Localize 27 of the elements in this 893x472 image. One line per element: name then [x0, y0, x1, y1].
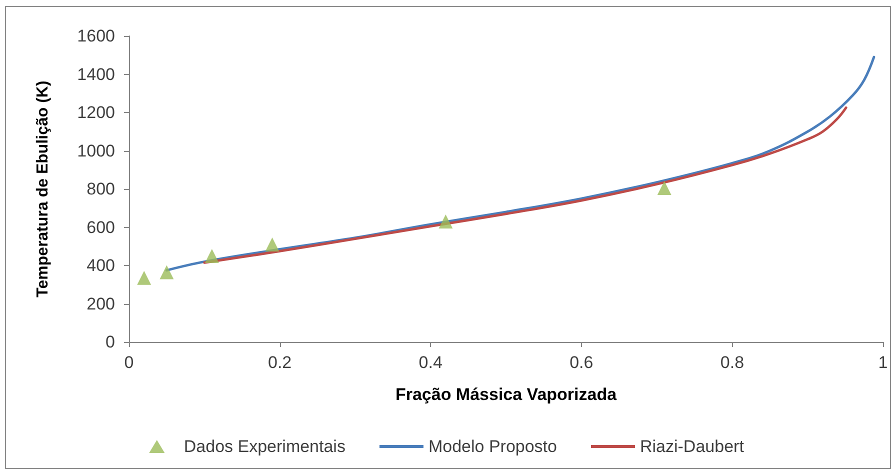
- line-series: [203, 106, 848, 264]
- y-tick-label: 200: [86, 294, 115, 314]
- y-tick-label: 1400: [77, 64, 115, 84]
- x-tick-label: 0.4: [418, 353, 442, 372]
- x-axis-title: Fração Mássica Vaporizada: [395, 385, 618, 404]
- y-tick-label: 400: [86, 256, 115, 275]
- x-tick-label: 0.8: [720, 353, 744, 372]
- y-axis-title: Temperatura de Ebulição (K): [34, 80, 52, 298]
- point: [204, 248, 219, 263]
- y-tick-label: 1000: [77, 141, 115, 160]
- legend-label: Modelo Proposto: [428, 437, 557, 456]
- y-tick-label: 800: [86, 180, 115, 198]
- point: [137, 270, 152, 285]
- point: [160, 265, 174, 280]
- point: [438, 214, 453, 229]
- y-tick-label: 0: [106, 332, 115, 352]
- point: [657, 181, 672, 196]
- y-tick-label: 1600: [77, 26, 115, 46]
- y-tick-label: 1200: [77, 103, 115, 122]
- x-tick-label: 0: [124, 353, 134, 372]
- y-tick-label: 600: [86, 218, 115, 237]
- legend-label: Dados Experimentais: [184, 437, 346, 456]
- x-tick-label: 0.2: [268, 353, 292, 372]
- point: [265, 237, 280, 252]
- x-tick-label: 0.6: [570, 353, 594, 372]
- x-tick-label: 1: [878, 353, 888, 372]
- legend-label: Riazi-Daubert: [640, 437, 744, 456]
